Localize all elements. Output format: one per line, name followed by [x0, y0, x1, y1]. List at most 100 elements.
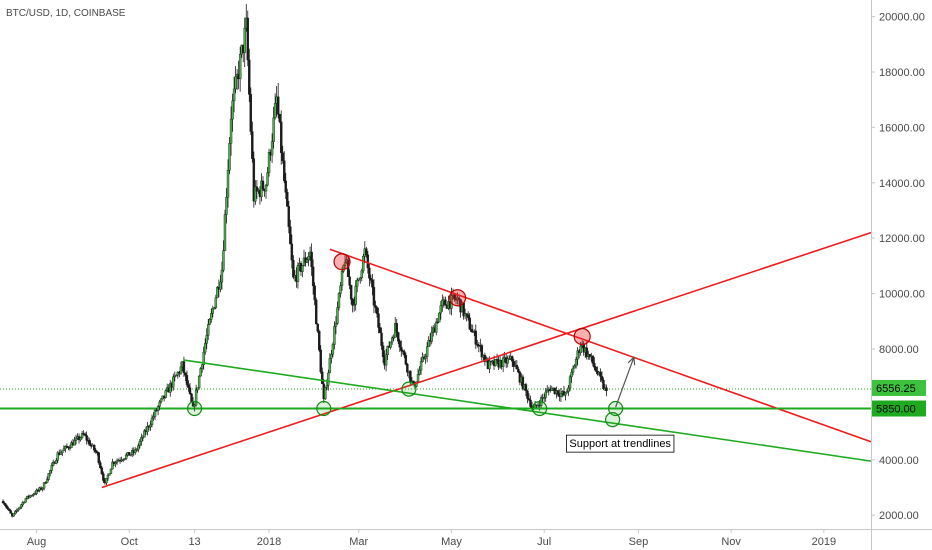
- candle-body: [375, 307, 379, 314]
- candle-body: [185, 375, 189, 385]
- candle-body: [225, 196, 228, 215]
- candle-body: [9, 510, 12, 514]
- pivot-markers: [186, 253, 624, 428]
- candle-body: [401, 350, 405, 352]
- candle-body: [255, 186, 259, 192]
- candle-body: [187, 384, 190, 388]
- support-marker: [604, 411, 621, 428]
- candle-body: [47, 473, 50, 480]
- x-axis: Aug Oct 13 2018 Mar May Jul Sep Nov 2019: [27, 529, 836, 548]
- candle-body: [527, 398, 531, 401]
- candle-body: [164, 390, 167, 398]
- candle-body: [150, 417, 154, 425]
- candle-body: [52, 461, 55, 466]
- candle-body: [232, 88, 236, 102]
- candle-body: [138, 441, 142, 446]
- candle-body: [228, 143, 231, 171]
- candle-body: [272, 117, 275, 142]
- candle-body: [386, 345, 389, 356]
- price-badge-label: 6556.25: [876, 383, 916, 395]
- candle-body: [284, 180, 287, 193]
- candle-body: [18, 506, 21, 510]
- candle-body: [44, 482, 47, 484]
- candle-body: [278, 114, 281, 123]
- candle-body: [106, 475, 110, 479]
- annotation: Support at trendlines: [566, 434, 675, 453]
- candle-body: [457, 297, 461, 300]
- candle-body: [32, 493, 35, 496]
- candle-body: [42, 482, 46, 489]
- candle-body: [351, 298, 354, 306]
- candle-body: [337, 293, 341, 308]
- candle-body: [395, 323, 398, 333]
- candle-body: [281, 152, 284, 161]
- candle-body: [508, 358, 511, 360]
- candle-body: [418, 369, 421, 375]
- candle-body: [190, 393, 193, 402]
- candle-body: [468, 317, 471, 330]
- candle-body: [153, 409, 157, 417]
- candle-body: [292, 260, 295, 278]
- candle-body: [267, 151, 271, 174]
- x-tick-label: 2019: [812, 536, 836, 548]
- candle-body: [430, 332, 433, 342]
- candle-body: [97, 452, 101, 464]
- y-tick-label: 2000.00: [879, 510, 919, 522]
- candle-body: [93, 444, 96, 451]
- candle-body: [114, 462, 117, 464]
- candle-body: [210, 313, 213, 320]
- candle-body: [480, 345, 484, 358]
- candle-body: [517, 368, 520, 373]
- support-marker: [316, 400, 332, 417]
- candle-body: [48, 470, 52, 474]
- resistance-marker: [333, 253, 351, 271]
- candle-body: [111, 461, 114, 470]
- candle-body: [328, 358, 332, 374]
- candle-body: [360, 270, 363, 278]
- candle-body: [374, 305, 377, 308]
- candle-body: [229, 118, 233, 144]
- candle-body: [55, 460, 58, 464]
- candle-body: [305, 259, 309, 263]
- candle-body: [340, 271, 344, 286]
- candle-body: [544, 391, 547, 398]
- candle-body: [599, 371, 602, 377]
- trendlines[interactable]: [101, 231, 872, 489]
- candle-body: [397, 332, 400, 342]
- candle-body: [439, 305, 443, 314]
- candle-body: [280, 121, 283, 153]
- candle-body: [348, 276, 351, 286]
- candle-body: [366, 254, 370, 269]
- candle-body: [220, 269, 224, 283]
- candle-body: [416, 374, 420, 383]
- candle-body: [158, 401, 161, 407]
- candle-body: [246, 17, 249, 61]
- candle-body: [512, 361, 515, 367]
- annotation-box: [566, 434, 675, 453]
- candle-body: [234, 76, 237, 90]
- candle-body: [188, 387, 192, 394]
- candle-body: [290, 243, 294, 261]
- candle-body: [546, 389, 549, 393]
- candle-body: [404, 354, 408, 365]
- candle-body: [59, 452, 63, 455]
- candle-body: [226, 170, 230, 198]
- candle-body: [369, 278, 373, 281]
- candle-body: [231, 100, 234, 120]
- price-badge-label: 5850.00: [876, 404, 916, 416]
- x-tick-label: May: [441, 536, 462, 548]
- candle-body: [41, 487, 44, 490]
- annotation-text: Support at trendlines: [569, 438, 671, 450]
- candle-body: [339, 285, 342, 294]
- y-tick-label: 8000.00: [879, 344, 919, 356]
- candle-body: [392, 337, 395, 339]
- candle-body: [419, 361, 423, 371]
- candle-body: [109, 468, 113, 474]
- candle-body: [30, 495, 34, 497]
- candle-body: [359, 277, 362, 280]
- candle-body: [521, 376, 525, 390]
- candle-body: [276, 96, 280, 115]
- candle-body: [35, 489, 38, 494]
- candle-body: [594, 367, 598, 372]
